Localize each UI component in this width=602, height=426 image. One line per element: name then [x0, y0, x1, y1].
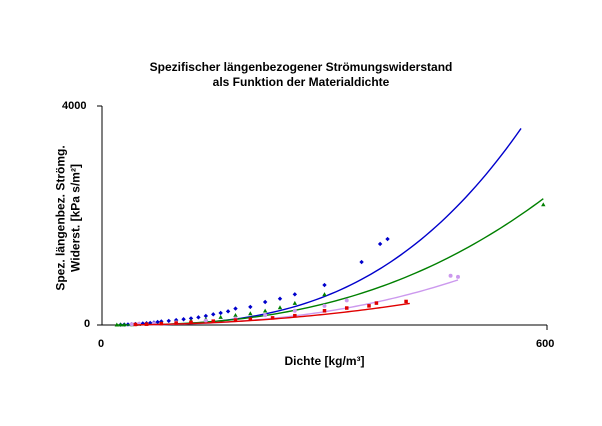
series-4-point-11 — [322, 309, 327, 313]
series-1-point-16 — [188, 316, 194, 321]
series-4-point-10 — [293, 313, 297, 318]
x-tick-label-max: 600 — [536, 338, 555, 350]
series-3-point-1 — [129, 322, 134, 327]
series-2-point-15 — [277, 305, 283, 310]
series-2-point-16 — [292, 300, 298, 305]
series-4-point-1 — [133, 322, 138, 327]
series-1-point-24 — [262, 299, 268, 305]
x-axis-label: Dichte [kg/m³] — [284, 354, 365, 368]
series-4 — [133, 299, 410, 327]
series-1-point-18 — [203, 313, 209, 319]
series-3-point-5 — [203, 318, 208, 323]
series-3-point-10 — [344, 298, 349, 303]
series-1-point-25 — [277, 296, 283, 301]
chart-title: Spezifischer längenbezogener Strömungswi… — [0, 60, 602, 90]
series-2-point-3 — [122, 322, 127, 327]
series-4-point-7 — [233, 318, 238, 322]
series-1-point-19 — [211, 312, 216, 317]
series-4-point-4 — [174, 321, 178, 325]
series-1-point-17 — [196, 315, 201, 320]
series-3-point-12 — [456, 274, 460, 279]
series-4-point-2 — [144, 322, 149, 326]
series-4-point-5 — [189, 320, 193, 325]
series-1-point-22 — [233, 306, 238, 311]
chart-title-line-1: Spezifischer längenbezogener Strömungswi… — [149, 60, 453, 74]
y-tick-label-min: 0 — [84, 318, 91, 330]
series-1 — [118, 128, 522, 327]
series-1-point-20 — [218, 310, 223, 316]
series-2-point-14 — [262, 308, 268, 313]
series-2-point-2 — [118, 322, 123, 327]
series-3-point-8 — [292, 308, 297, 313]
series-4-point-6 — [211, 319, 216, 323]
series-1-point-30 — [385, 236, 390, 242]
series-1-point-28 — [359, 259, 364, 265]
series-4-point-15 — [404, 299, 408, 304]
series-1-point-27 — [322, 282, 327, 288]
series-2 — [114, 198, 546, 327]
series-1-trend-line — [120, 128, 522, 326]
series-2-point-12 — [233, 312, 238, 317]
series-4-point-12 — [344, 306, 349, 310]
series-4-point-3 — [159, 321, 164, 326]
x-tick-label-min: 0 — [98, 338, 105, 350]
series-4-point-9 — [270, 316, 275, 320]
series-2-point-11 — [218, 314, 223, 319]
chart-title-line-2: als Funktion der Materialdichte — [212, 75, 390, 89]
series-3-point-7 — [263, 313, 268, 318]
series-1-point-11 — [155, 319, 160, 325]
series-1-point-13 — [166, 318, 171, 324]
series-3-point-9 — [322, 303, 327, 308]
series-1-point-29 — [377, 241, 383, 247]
series-2-point-18 — [541, 202, 546, 207]
series-4-point-13 — [367, 304, 371, 308]
series-1-point-15 — [181, 317, 186, 322]
series-2-trend-line — [116, 198, 544, 326]
series-1-point-21 — [225, 309, 231, 314]
series-2-point-17 — [322, 292, 327, 297]
series-1-point-26 — [292, 292, 298, 297]
y-tick-label-max: 4000 — [62, 100, 87, 112]
series-1-point-23 — [248, 304, 253, 310]
series-4-point-14 — [374, 301, 379, 305]
series-4-point-8 — [248, 317, 253, 322]
series-3-point-11 — [448, 273, 453, 278]
series-2-point-1 — [114, 322, 120, 327]
series-3 — [129, 273, 460, 327]
series-2-point-13 — [248, 311, 253, 316]
